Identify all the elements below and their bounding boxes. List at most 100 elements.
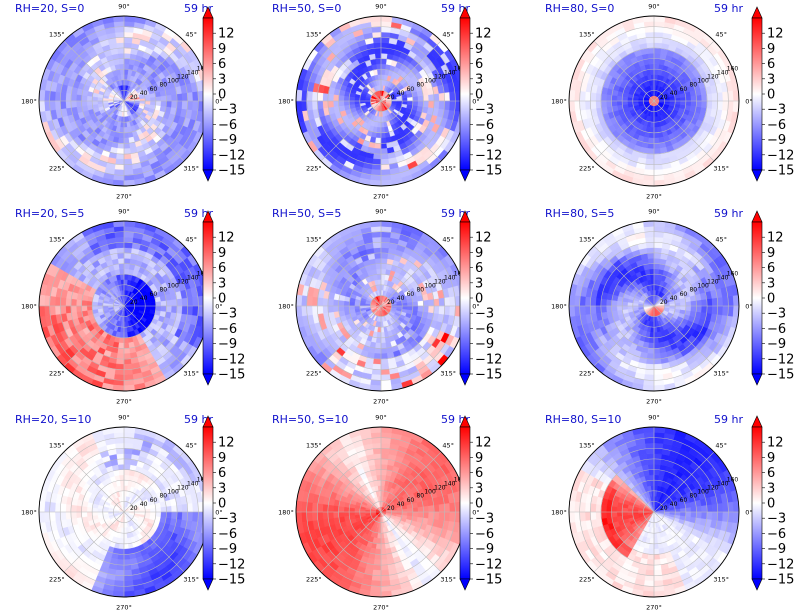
heatmap-cell [60,298,66,306]
heatmap-cell [375,343,381,349]
heatmap-cell [381,242,389,248]
time-label: 59 hr [714,207,743,220]
heatmap-cell [596,306,602,314]
heatmap-cell [449,306,455,316]
heatmap-cell [712,298,718,306]
heatmap-cell [66,101,72,109]
heatmap-cell [117,48,124,54]
heatmap-cell [646,159,654,165]
heatmap-cell [307,306,313,316]
heatmap-cell [124,274,128,280]
radial-tick-label: 80 [689,287,697,294]
angle-tick-label: 225° [579,165,595,173]
heatmap-cell [646,154,654,160]
heatmap-cell [323,101,329,109]
angle-tick-label: 135° [49,235,65,243]
heatmap-cell [701,94,707,101]
heatmap-cell [124,285,127,290]
heatmap-cell [717,101,723,110]
heatmap-cell [339,300,345,306]
angle-tick-label: 90° [375,3,387,11]
heatmap-cell [82,300,88,306]
angle-tick-label: 225° [306,370,322,378]
heatmap-cell [381,285,384,290]
colorbar-tick-label: −9 [767,337,786,352]
heatmap-cell [192,296,198,306]
heatmap-cell [654,27,664,33]
radial-tick-label: 60 [680,86,688,93]
colorbar-tick-label: −9 [767,133,786,148]
colorbar-tick-label: 3 [767,72,775,87]
heatmap-cell [654,353,661,359]
heatmap-cell [124,138,130,144]
heatmap-cell [644,169,654,175]
angle-tick-label: 315° [713,165,729,173]
heatmap-cell [114,232,124,238]
heatmap-cell [402,306,407,309]
heatmap-cell [317,306,323,314]
heatmap-cell [691,300,697,306]
heatmap-cell [145,306,150,309]
heatmap-cell [434,306,440,314]
heatmap-cell [161,306,167,312]
heatmap-cell [150,101,156,105]
colorbar-gradient [752,18,762,170]
heatmap-cell [606,306,612,312]
heatmap-cell [378,322,381,327]
colorbar-tick-label: 9 [767,42,775,57]
heatmap-cell [648,138,654,144]
heatmap-cell [124,64,129,70]
colorbar-tick-label: 6 [218,261,226,276]
heatmap-cell [140,306,145,309]
angle-tick-label: 90° [118,3,130,11]
radial-tick-label: 40 [140,295,148,302]
heatmap-cell [722,296,728,306]
heatmap-cell [145,101,150,104]
radial-tick-label: 80 [159,82,167,89]
angle-tick-label: 270° [116,398,132,406]
colorbar-tick-label: −6 [475,322,494,337]
heatmap-cell [177,298,183,306]
angle-tick-label: 315° [183,370,199,378]
heatmap-cell [439,306,445,314]
colorbar-tick-label: −15 [475,164,502,179]
heatmap-cell [612,101,618,107]
heatmap-cell [381,164,390,170]
heatmap-cell [71,94,77,101]
heatmap-cell [381,364,389,370]
heatmap-cell [680,306,686,310]
heatmap-cell [428,299,434,306]
heatmap-cell [371,27,381,33]
heatmap-cell [648,53,654,59]
heatmap-cell [374,48,381,54]
heatmap-cell [590,306,596,314]
heatmap-cell [372,237,381,243]
heatmap-cell [590,298,596,306]
heatmap-cell [381,154,389,160]
heatmap-cell [627,98,632,101]
heatmap-cell [649,133,654,139]
colorbar-tick-label: −3 [767,307,786,322]
heatmap-cell [116,359,124,365]
angle-tick-label: 180° [278,98,294,106]
heatmap-cell [373,37,381,43]
heatmap-cell [171,94,177,101]
heatmap-cell [580,306,586,316]
heatmap-cell [317,298,323,306]
polar-panel: 90°45°0°315°270°225°180°135°204060801001… [15,207,245,406]
heatmap-cell [654,37,662,43]
heatmap-cell [606,95,612,101]
colorbar-tick-label: 12 [218,27,235,42]
heatmap-cell [119,133,124,139]
heatmap-cell [381,143,387,149]
heatmap-cell [373,248,381,254]
angle-tick-label: 225° [579,370,595,378]
heatmap-cell [423,101,429,107]
colorbar-tick-label: −12 [475,352,502,367]
heatmap-cell [654,169,664,175]
heatmap-cell [434,93,440,101]
heatmap-cell [585,101,591,110]
heatmap-cell [124,148,131,154]
heatmap-cell [103,98,108,101]
